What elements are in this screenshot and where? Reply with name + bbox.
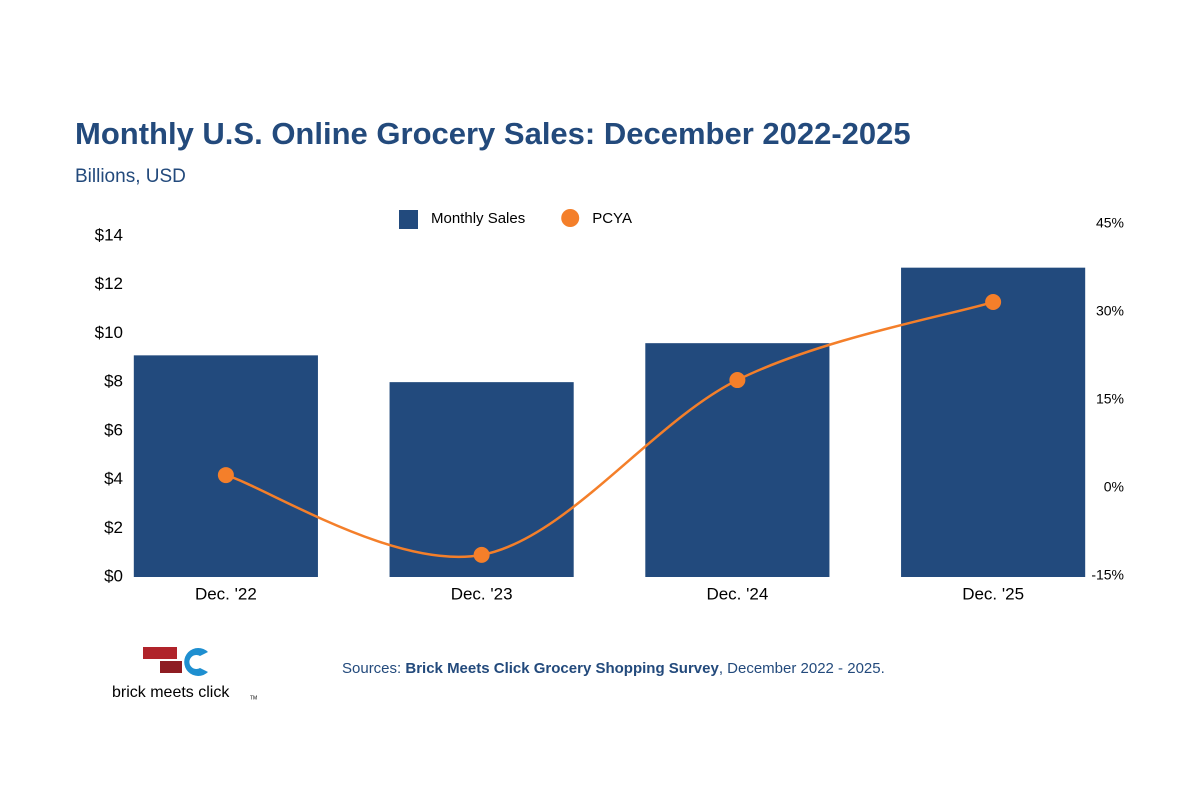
- bar: [133, 355, 318, 577]
- y-tick-label: $12: [95, 274, 123, 293]
- point: [729, 372, 746, 389]
- logo-tm: TM: [250, 695, 257, 701]
- point: [985, 294, 1002, 311]
- y2-tick-label: -15%: [1091, 567, 1124, 583]
- y-tick-label: $14: [95, 225, 123, 244]
- chart-subtitle: Billions, USD: [75, 166, 186, 187]
- y-tick-label: $2: [104, 518, 123, 537]
- source: Sources: Brick Meets Click Grocery Shopp…: [342, 660, 885, 677]
- point: [217, 467, 234, 484]
- y2-tick-label: 15%: [1096, 391, 1124, 407]
- point: [473, 546, 490, 563]
- y2-tick-label: 30%: [1096, 303, 1124, 319]
- logo-text: brick meets click: [112, 684, 230, 701]
- bar: [389, 382, 574, 577]
- legend-label: Monthly Sales: [431, 210, 525, 227]
- source-prefix: Sources:: [342, 660, 405, 677]
- legend-marker: [399, 210, 418, 229]
- line: [225, 300, 994, 558]
- logo-c: [184, 648, 208, 676]
- chart-title: Monthly U.S. Online Grocery Sales: Decem…: [75, 116, 911, 151]
- source-suffix: , December 2022 - 2025.: [719, 660, 885, 677]
- x-tick-label: Dec. '23: [451, 584, 513, 603]
- x-tick-label: Dec. '25: [962, 584, 1024, 603]
- x-tick-label: Dec. '24: [706, 584, 768, 603]
- logo-brick: [143, 647, 177, 659]
- y-tick-label: $0: [104, 566, 123, 585]
- y-tick-label: $10: [95, 323, 123, 342]
- y-tick-label: $4: [104, 469, 123, 488]
- y-tick-label: $6: [104, 420, 123, 439]
- bar: [901, 267, 1086, 577]
- y2-tick-label: 45%: [1096, 215, 1124, 231]
- logo: brick meets click TM: [112, 647, 257, 701]
- y2-tick-label: 0%: [1104, 479, 1124, 495]
- source-name: Brick Meets Click Grocery Shopping Surve…: [405, 660, 719, 677]
- logo-brick: [160, 661, 182, 673]
- legend-marker: [561, 209, 580, 227]
- y-tick-label: $8: [104, 372, 123, 391]
- legend-label: PCYA: [592, 210, 632, 227]
- x-tick-label: Dec. '22: [195, 584, 257, 603]
